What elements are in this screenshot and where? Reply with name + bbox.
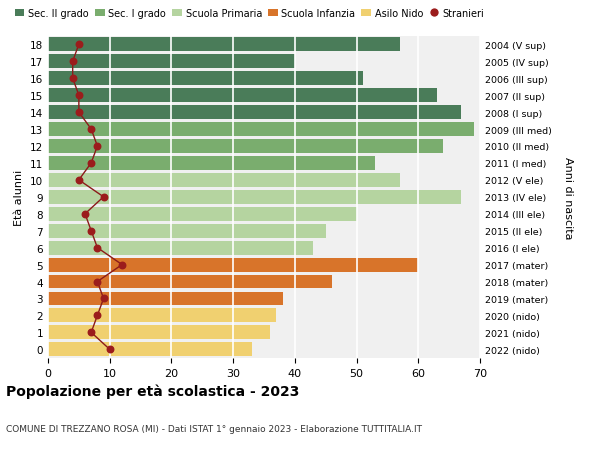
Bar [48,157,375,170]
Bar [48,224,326,238]
Y-axis label: Anni di nascita: Anni di nascita [563,156,573,239]
Point [99,295,109,302]
Point [74,177,83,184]
Bar [48,309,277,323]
Point [80,211,90,218]
Bar [48,55,295,69]
Text: Popolazione per età scolastica - 2023: Popolazione per età scolastica - 2023 [6,383,299,398]
Bar [48,140,443,154]
Y-axis label: Età alunni: Età alunni [14,169,25,225]
Point [99,194,109,201]
Point [105,346,115,353]
Point [74,109,83,117]
Bar [48,38,400,52]
Point [86,160,96,167]
Point [92,143,102,150]
Point [92,245,102,252]
Bar [48,258,418,272]
Bar [48,241,313,255]
Point [92,278,102,285]
Point [117,261,127,269]
Bar [48,275,332,289]
Bar [48,106,461,120]
Point [86,329,96,336]
Point [92,312,102,319]
Legend: Sec. II grado, Sec. I grado, Scuola Primaria, Scuola Infanzia, Asilo Nido, Stran: Sec. II grado, Sec. I grado, Scuola Prim… [11,5,488,22]
Bar [48,190,461,204]
Bar [48,174,400,187]
Bar [48,123,474,137]
Point [86,228,96,235]
Bar [48,72,363,86]
Point [74,41,83,49]
Text: COMUNE DI TREZZANO ROSA (MI) - Dati ISTAT 1° gennaio 2023 - Elaborazione TUTTITA: COMUNE DI TREZZANO ROSA (MI) - Dati ISTA… [6,425,422,433]
Bar [48,89,437,103]
Point [68,75,77,83]
Point [68,58,77,66]
Point [86,126,96,134]
Bar [48,326,270,340]
Point [74,92,83,100]
Bar [48,342,251,357]
Bar [48,207,356,221]
Bar [48,292,283,306]
